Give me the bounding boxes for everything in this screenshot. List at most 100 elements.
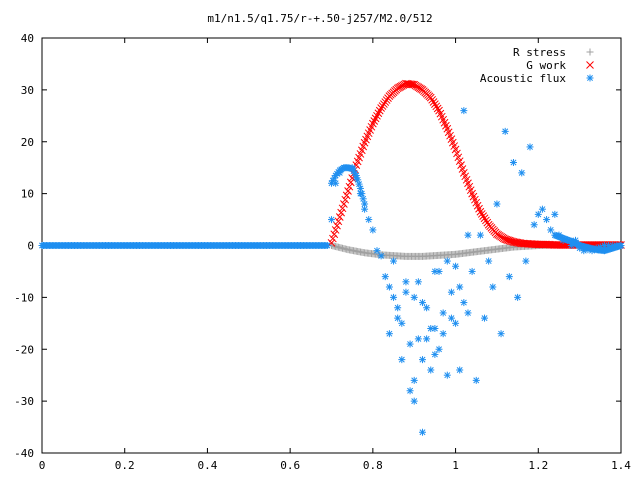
data-point (390, 257, 398, 265)
data-point (329, 234, 337, 243)
data-point (402, 278, 410, 286)
data-point (418, 428, 426, 436)
legend-marker (586, 61, 594, 69)
data-point (482, 216, 490, 225)
legend-label: Acoustic flux (480, 72, 566, 85)
data-point (340, 200, 348, 208)
data-point (369, 226, 377, 234)
data-point (346, 178, 355, 187)
data-point (414, 278, 422, 286)
data-point (501, 235, 510, 244)
data-point (435, 345, 443, 353)
y-tick-label: -40 (14, 447, 34, 460)
data-point (439, 330, 447, 338)
data-point (543, 216, 551, 224)
y-tick-label: 10 (21, 188, 34, 201)
data-point (408, 80, 417, 89)
legend-entry: Acoustic flux (480, 72, 594, 85)
data-point (447, 288, 455, 296)
data-point (504, 236, 512, 244)
data-point (493, 200, 501, 208)
data-point (333, 221, 341, 230)
data-point (483, 218, 492, 227)
data-point (426, 93, 435, 102)
data-point (406, 340, 414, 348)
data-point (497, 330, 505, 338)
y-tick-label: 0 (27, 240, 34, 253)
data-point (522, 257, 530, 265)
chart-title: m1/n1.5/q1.75/r-+.50-j257/M2.0/512 (207, 12, 432, 25)
data-point (472, 376, 480, 384)
data-point (335, 213, 344, 221)
series-acoustic-flux (38, 107, 625, 436)
y-tick-label: -30 (14, 395, 34, 408)
data-point (402, 288, 410, 296)
data-point (514, 293, 522, 301)
data-point (330, 230, 339, 239)
data-point (390, 293, 398, 301)
data-point (377, 252, 385, 260)
y-tick-label: 40 (21, 32, 34, 45)
x-tick-label: 0.4 (197, 459, 217, 472)
data-point (365, 216, 373, 224)
y-tick-label: -20 (14, 343, 34, 356)
data-point (476, 207, 485, 216)
data-point (477, 210, 486, 218)
data-point (423, 304, 431, 312)
data-point (398, 319, 406, 327)
data-point (328, 216, 335, 224)
data-point (431, 350, 439, 358)
data-point (505, 236, 514, 245)
data-point (452, 262, 460, 270)
data-point (464, 231, 472, 239)
data-point (443, 371, 451, 379)
axes: 0 0.2 0.4 0.6 0.8 1 1.2 1.4 -40 -30 -20 -10 0 10 20 30 4… (14, 32, 631, 472)
data-point (331, 226, 340, 234)
data-point (428, 95, 436, 104)
data-point (476, 231, 484, 239)
legend-label: R stress (513, 46, 566, 59)
data-point (337, 208, 346, 217)
data-point (456, 283, 464, 291)
data-point (464, 309, 472, 317)
data-point (538, 205, 546, 213)
data-point (433, 104, 442, 113)
x-tick-label: 0.8 (363, 459, 383, 472)
data-point (481, 314, 489, 322)
data-point (355, 180, 363, 188)
data-point (341, 195, 350, 204)
data-point (505, 273, 513, 281)
data-point (547, 226, 555, 234)
legend-entry: G work (526, 59, 594, 72)
legend-marker (586, 74, 594, 82)
data-point (373, 247, 381, 255)
data-point (398, 356, 406, 364)
data-point (429, 98, 438, 106)
data-point (617, 242, 625, 249)
x-tick-label: 0.2 (115, 459, 135, 472)
data-point (361, 200, 369, 208)
x-tick-label: 1.4 (611, 459, 631, 472)
data-point (410, 376, 418, 384)
legend-label: G work (526, 59, 566, 72)
y-tick-label: 30 (21, 84, 34, 97)
data-point (480, 214, 489, 223)
y-tick-label: -10 (14, 291, 34, 304)
x-tick-label: 0.6 (280, 459, 300, 472)
data-point (358, 190, 366, 198)
data-point (534, 210, 542, 218)
data-point (551, 210, 559, 218)
data-point (485, 257, 493, 265)
data-point (338, 204, 347, 213)
data-point (394, 304, 402, 312)
legend-marker (586, 48, 594, 56)
data-point (431, 100, 439, 108)
data-point (381, 273, 389, 281)
data-point (530, 221, 538, 229)
x-tick-label: 1.2 (528, 459, 548, 472)
data-point (394, 314, 402, 322)
data-point (334, 217, 343, 226)
data-point (344, 187, 352, 195)
